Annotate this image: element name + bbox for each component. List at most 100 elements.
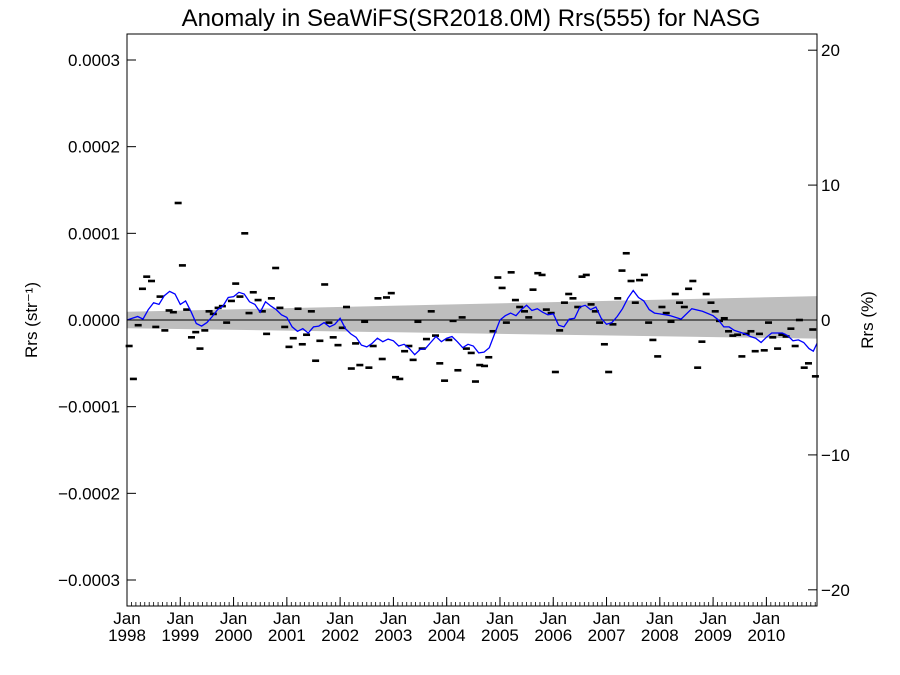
anomaly-marker <box>689 279 697 283</box>
anomaly-marker <box>498 286 506 290</box>
anomaly-marker <box>187 336 195 339</box>
anomaly-marker <box>774 347 782 350</box>
anomaly-marker <box>422 337 430 341</box>
anomaly-marker <box>458 316 466 319</box>
x-tick-month-label: Jan <box>699 609 726 628</box>
anomaly-marker <box>481 364 489 368</box>
left-y-tick-label: −0.0002 <box>58 484 120 503</box>
anomaly-marker <box>138 287 146 291</box>
anomaly-marker <box>334 343 342 347</box>
anomaly-marker <box>281 325 289 329</box>
anomaly-marker <box>560 301 568 304</box>
left-axis-label: Rrs (str⁻¹) <box>22 282 41 358</box>
anomaly-marker <box>804 362 812 365</box>
anomaly-marker <box>329 336 337 339</box>
right-y-tick-label: 10 <box>821 176 840 195</box>
right-y-tick-label: −10 <box>821 446 850 465</box>
anomaly-marker <box>529 288 537 291</box>
chart-title: Anomaly in SeaWiFS(SR2018.0M) Rrs(555) f… <box>182 5 761 32</box>
anomaly-marker <box>241 232 249 235</box>
x-tick-month-label: Jan <box>753 609 780 628</box>
anomaly-marker <box>698 340 706 343</box>
anomaly-marker <box>658 305 666 309</box>
anomaly-marker <box>556 329 564 332</box>
anomaly-marker <box>445 338 453 342</box>
anomaly-marker <box>511 298 519 302</box>
anomaly-marker <box>436 362 444 365</box>
anomaly-marker <box>734 333 742 337</box>
anomaly-marker <box>192 330 200 334</box>
anomaly-marker <box>396 377 404 381</box>
left-y-tick-label: 0.0000 <box>68 311 120 330</box>
anomaly-marker <box>205 310 213 313</box>
anomaly-marker <box>432 334 440 337</box>
anomaly-marker <box>502 321 510 324</box>
anomaly-marker <box>811 375 819 378</box>
left-y-tick-label: −0.0003 <box>58 571 120 590</box>
anomaly-marker <box>702 292 710 296</box>
x-tick-month-label: Jan <box>220 609 247 628</box>
x-tick-year-label: 2005 <box>481 626 519 645</box>
x-tick-month-label: Jan <box>646 609 673 628</box>
anomaly-marker <box>369 344 377 348</box>
x-tick-year-label: 2008 <box>641 626 679 645</box>
anomaly-marker <box>267 297 275 300</box>
anomaly-marker <box>525 316 533 319</box>
anomaly-marker <box>636 278 644 282</box>
anomaly-marker <box>232 282 240 285</box>
anomaly-marker <box>685 287 693 291</box>
anomaly-marker <box>134 323 142 327</box>
anomaly-marker <box>520 310 528 313</box>
anomaly-marker <box>547 311 555 315</box>
anomaly-marker <box>609 323 617 326</box>
anomaly-markers-layer <box>125 201 819 383</box>
right-y-tick-label: 0 <box>821 311 830 330</box>
anomaly-marker <box>578 275 586 278</box>
anomaly-marker <box>627 279 635 283</box>
anomaly-marker <box>542 308 550 311</box>
x-tick-year-label: 2004 <box>428 626 466 645</box>
x-tick-month-label: Jan <box>540 609 567 628</box>
anomaly-marker <box>405 344 413 348</box>
anomaly-marker <box>467 351 475 355</box>
smoothed-line-layer <box>126 289 818 356</box>
anomaly-marker <box>782 335 790 338</box>
anomaly-marker <box>245 311 253 315</box>
anomaly-marker <box>449 319 457 323</box>
anomaly-marker <box>236 295 244 298</box>
anomaly-marker <box>476 363 484 367</box>
anomaly-marker <box>338 326 346 330</box>
anomaly-marker <box>725 329 733 333</box>
anomaly-marker <box>289 336 297 340</box>
anomaly-marker <box>596 321 604 324</box>
anomaly-marker <box>276 306 284 310</box>
anomaly-marker <box>454 368 462 372</box>
anomaly-marker <box>382 296 390 299</box>
anomaly-marker <box>565 292 573 296</box>
anomaly-marker <box>582 273 590 277</box>
anomaly-marker <box>374 297 382 300</box>
anomaly-marker <box>378 357 386 361</box>
anomaly-marker <box>427 310 435 313</box>
anomaly-marker <box>285 345 293 349</box>
anomaly-marker <box>258 310 266 313</box>
right-axis-label: Rrs (%) <box>858 291 877 349</box>
x-tick-year-label: 2003 <box>374 626 412 645</box>
x-tick-year-label: 1998 <box>108 626 146 645</box>
anomaly-marker <box>738 355 746 358</box>
anomaly-marker <box>654 355 662 358</box>
anomaly-marker <box>307 310 315 313</box>
anomaly-marker <box>485 355 493 359</box>
anomaly-marker <box>507 271 515 274</box>
anomaly-marker <box>462 347 470 350</box>
x-tick-year-label: 2002 <box>321 626 359 645</box>
anomaly-marker <box>414 320 422 324</box>
x-tick-month-label: Jan <box>326 609 353 628</box>
anomaly-marker <box>321 283 329 286</box>
anomaly-marker <box>174 201 182 205</box>
anomaly-marker <box>645 321 653 324</box>
anomaly-marker <box>534 271 542 275</box>
anomaly-marker <box>787 327 795 330</box>
anomaly-marker <box>765 321 773 324</box>
